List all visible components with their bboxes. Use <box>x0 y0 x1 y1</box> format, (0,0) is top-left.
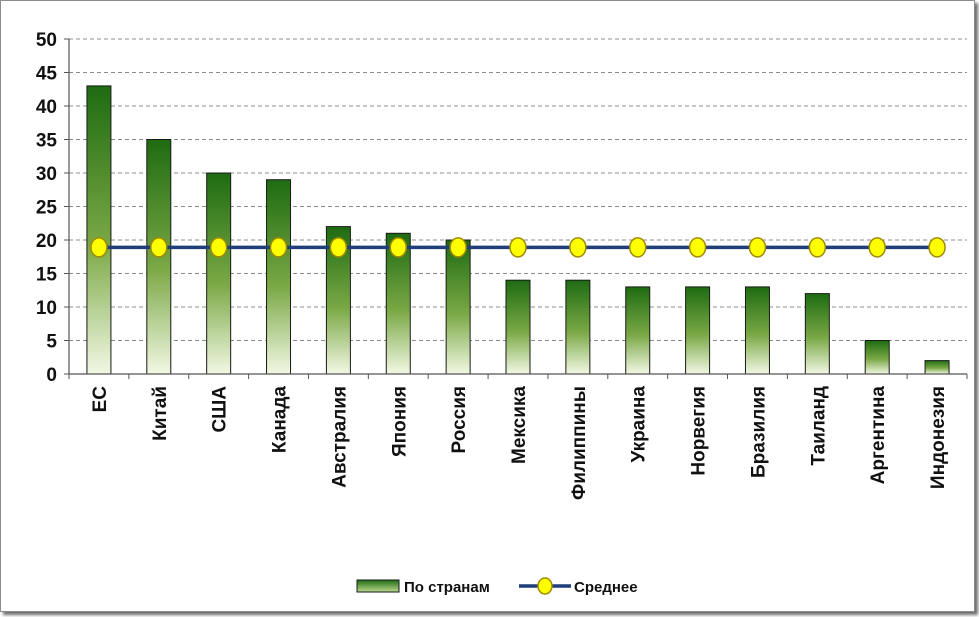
y-tick-label: 30 <box>36 164 57 185</box>
x-category-label: ЕС <box>90 386 111 413</box>
legend-bar-swatch <box>356 579 400 593</box>
legend-label-average: Среднее <box>574 579 638 596</box>
x-category-label: Украина <box>629 386 650 463</box>
bar <box>86 85 112 375</box>
bar <box>864 340 890 375</box>
legend-marker-swatch <box>537 577 553 595</box>
x-category-label: Таиланд <box>808 386 829 466</box>
x-category-label: Китай <box>150 386 171 441</box>
average-marker <box>269 237 288 258</box>
bar <box>685 286 711 375</box>
x-category-label: Филиппины <box>569 386 590 500</box>
legend: По странам Среднее <box>356 577 638 596</box>
bar-series <box>86 85 950 375</box>
x-category-label: Норвегия <box>689 386 710 476</box>
y-tick-label: 45 <box>36 64 58 85</box>
average-marker <box>928 237 946 258</box>
average-marker <box>509 237 527 258</box>
bar <box>565 279 591 375</box>
y-tick-label: 10 <box>36 298 57 319</box>
legend-label-bars: По странам <box>404 579 490 596</box>
average-marker <box>329 237 348 258</box>
bar <box>266 179 292 375</box>
average-marker <box>389 237 408 258</box>
bar <box>206 172 232 375</box>
y-axis: 0 5 10 15 20 25 30 35 40 45 50 <box>36 30 70 386</box>
x-category-label: США <box>210 386 231 433</box>
y-tick-label: 0 <box>46 365 57 386</box>
y-tick-label: 20 <box>36 231 57 252</box>
bar <box>924 360 950 375</box>
bar <box>804 293 830 375</box>
x-category-label: Австралия <box>329 386 350 488</box>
y-tick-label: 50 <box>36 30 57 51</box>
average-marker <box>748 237 767 258</box>
average-line-series <box>90 237 946 258</box>
average-marker <box>209 237 228 258</box>
average-marker <box>868 237 886 258</box>
x-category-label: Россия <box>449 386 470 453</box>
x-axis: ЕС Китай США Канада Австралия Япония Россия Мек… <box>68 373 968 500</box>
average-marker <box>90 237 108 258</box>
x-category-label: Япония <box>389 386 410 457</box>
average-marker <box>150 237 168 258</box>
average-marker <box>628 237 647 258</box>
average-marker <box>808 237 827 258</box>
y-tick-label: 25 <box>36 198 58 219</box>
y-tick-label: 15 <box>36 265 58 286</box>
bar <box>625 286 651 375</box>
y-tick-label: 40 <box>36 97 57 118</box>
bar <box>445 239 471 375</box>
average-marker <box>449 237 467 258</box>
y-tick-label: 5 <box>46 332 57 353</box>
x-category-label: Мексика <box>509 386 530 464</box>
average-marker <box>688 237 707 258</box>
x-category-label: Индонезия <box>928 386 949 489</box>
bar <box>744 286 770 375</box>
bar <box>505 279 531 375</box>
x-category-label: Аргентина <box>868 386 889 485</box>
average-marker <box>569 237 587 258</box>
x-category-label: Канада <box>270 386 291 453</box>
y-tick-label: 35 <box>36 131 58 152</box>
x-category-label: Бразилия <box>748 386 769 478</box>
